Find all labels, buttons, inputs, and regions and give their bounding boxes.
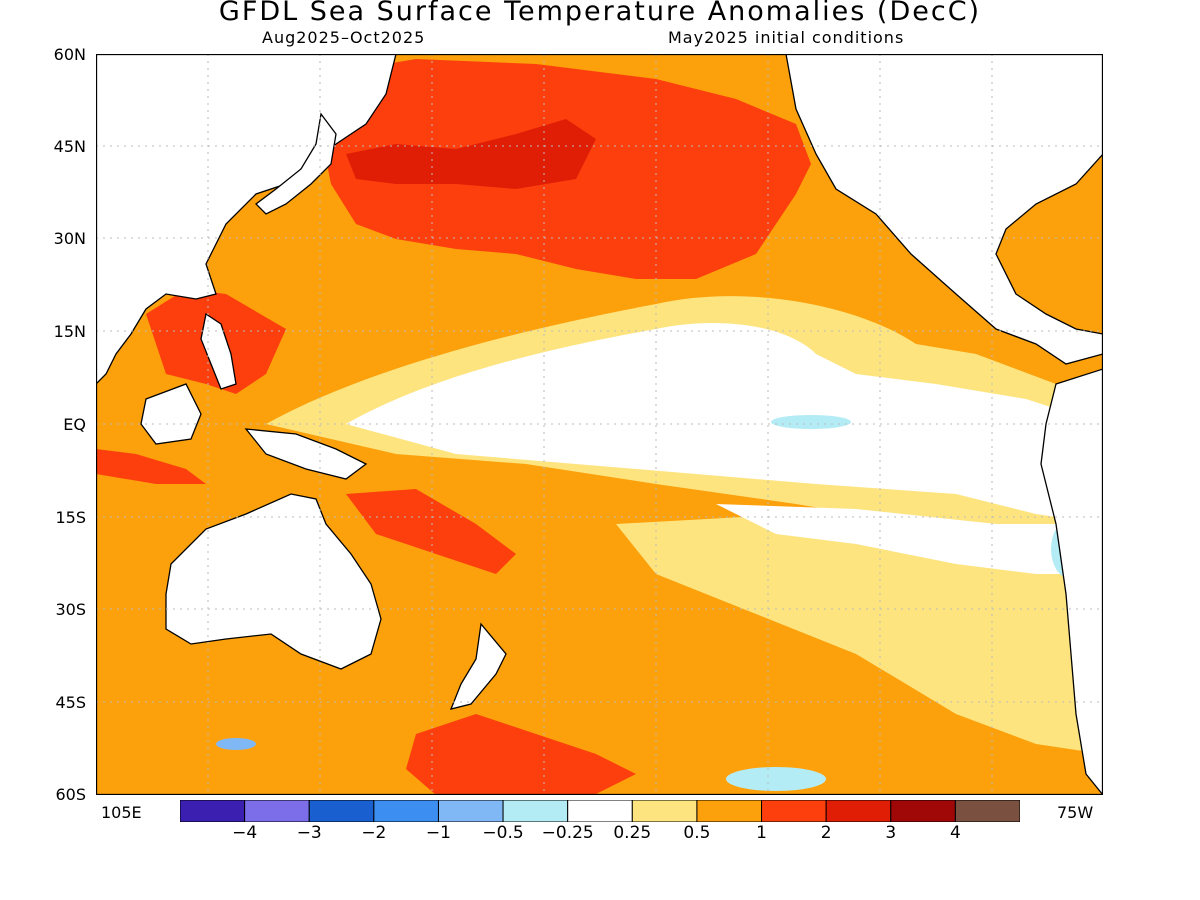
lat-label-60n: 60N: [53, 45, 86, 64]
lat-label-eq: EQ: [63, 415, 86, 434]
colorbar-tick-label: 1: [756, 823, 767, 843]
lat-label-15s: 15S: [55, 508, 86, 527]
lat-label-30s: 30S: [55, 600, 86, 619]
map-frame: [96, 54, 1103, 795]
new-zealand-islands: [449, 622, 507, 710]
colorbar-swatch: [954, 800, 1020, 822]
colorbar-swatch: [502, 800, 569, 822]
colorbar-swatch: [696, 800, 763, 822]
north-pacific-strong-anomaly: [346, 119, 596, 189]
colorbar-swatch: [244, 800, 310, 822]
colorbar-swatch: [761, 800, 827, 822]
borneo-island: [140, 383, 202, 445]
lat-label-60s: 60S: [55, 785, 86, 804]
south-america-landmass: [1040, 368, 1103, 795]
philippines-islands: [200, 312, 237, 390]
colorbar-tick-label: 3: [885, 823, 897, 843]
map-title: GFDL Sea Surface Temperature Anomalies (…: [218, 0, 982, 27]
colorbar-tick-label: −1: [425, 823, 451, 843]
colorbar-tick-label: 2: [820, 823, 832, 843]
australia-landmass: [165, 493, 382, 670]
negative-anomaly-patch: [726, 767, 826, 791]
indian-ocean-warm-anomaly: [96, 449, 206, 484]
colorbar-tick-label: 4: [949, 823, 961, 843]
initial-conditions: May2025 initial conditions: [668, 28, 905, 47]
negative-anomaly-patch: [771, 415, 851, 429]
new-guinea-island: [244, 428, 368, 480]
colorbar-tick-label: −3: [296, 823, 322, 843]
south-pacific-warm-anomaly: [406, 714, 636, 795]
colorbar: [180, 800, 1020, 822]
colorbar-tick-label: −0.25: [541, 823, 594, 843]
colorbar-tick-label: −0.5: [482, 823, 524, 843]
colorbar-swatch: [567, 800, 633, 822]
colorbar-tick-label: −4: [232, 823, 258, 843]
lon-label-105e: 105E: [101, 803, 142, 822]
colorbar-swatch: [180, 800, 246, 822]
lat-label-45s: 45S: [55, 693, 86, 712]
colorbar-swatch: [437, 800, 504, 822]
southeast-pacific-pale: [616, 514, 1103, 754]
forecast-period: Aug2025–Oct2025: [262, 28, 426, 47]
graticule: [96, 54, 1103, 795]
colorbar-tick-label: 0.5: [683, 823, 711, 843]
colorbar-swatch: [825, 800, 892, 822]
lat-label-45n: 45N: [53, 137, 86, 156]
western-pacific-warm-anomaly: [346, 489, 516, 574]
colorbar-swatch: [890, 800, 956, 822]
lat-label-15n: 15N: [53, 322, 86, 341]
lon-label-75w: 75W: [1057, 803, 1094, 822]
neutral-tongue-core: [346, 322, 1103, 524]
colorbar-tick-label: 0.25: [613, 823, 652, 843]
colorbar-tick-label: −2: [361, 823, 387, 843]
southeast-pacific-white: [716, 504, 1103, 574]
colorbar-swatch: [631, 800, 698, 822]
negative-anomaly-patch: [216, 738, 256, 750]
japan-islands: [255, 112, 337, 215]
colorbar-swatch: [373, 800, 439, 822]
north-america-landmass: [785, 54, 1103, 365]
colorbar-swatch: [308, 800, 375, 822]
sst-anomaly-map: [96, 54, 1103, 795]
lat-label-30n: 30N: [53, 229, 86, 248]
